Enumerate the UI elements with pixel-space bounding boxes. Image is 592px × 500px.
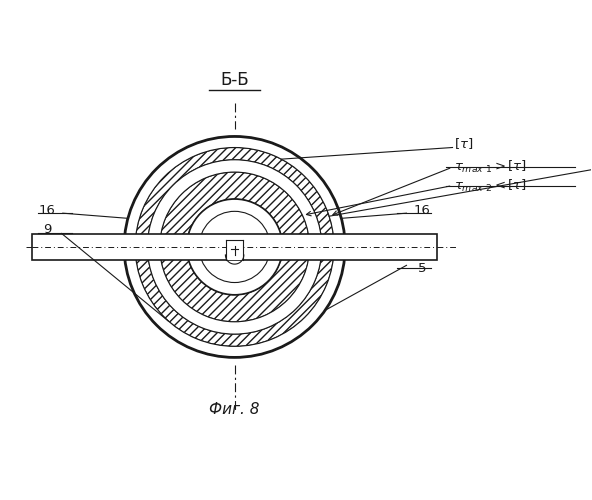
Text: $\tau_{max\ 1}$$>$$[\tau]$: $\tau_{max\ 1}$$>$$[\tau]$	[454, 159, 527, 175]
Bar	[32, 234, 437, 260]
Circle shape	[186, 199, 282, 295]
Text: Б-Б: Б-Б	[220, 70, 249, 88]
Bar	[226, 240, 243, 260]
Text: 9: 9	[43, 223, 52, 236]
Wedge shape	[160, 172, 310, 322]
Circle shape	[199, 212, 270, 282]
Text: $[\tau]$: $[\tau]$	[454, 136, 474, 152]
Wedge shape	[135, 148, 334, 346]
Text: 16: 16	[39, 204, 56, 216]
Text: Фиг. 8: Фиг. 8	[210, 402, 260, 417]
Wedge shape	[147, 160, 322, 334]
Text: 5: 5	[417, 262, 426, 275]
Text: $\tau_{max\ 2}$$<$$[\tau]$: $\tau_{max\ 2}$$<$$[\tau]$	[454, 178, 527, 194]
Wedge shape	[124, 136, 345, 358]
Text: 16: 16	[413, 204, 430, 216]
